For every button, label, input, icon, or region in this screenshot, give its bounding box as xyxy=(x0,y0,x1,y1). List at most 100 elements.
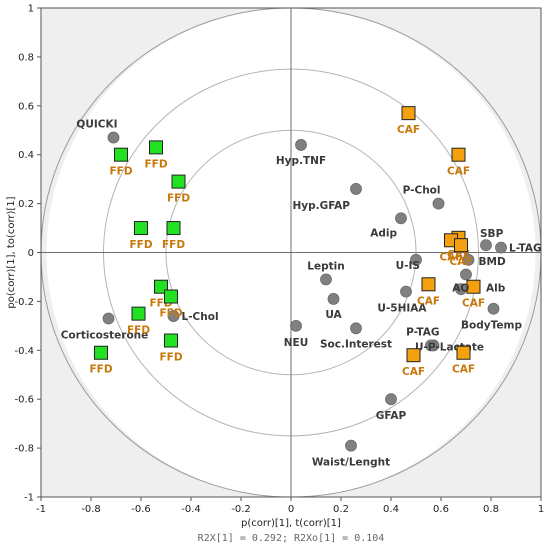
variable-point[interactable] xyxy=(462,253,475,266)
variable-point[interactable] xyxy=(425,339,437,352)
variable-point[interactable] xyxy=(290,319,302,332)
observation-point[interactable] xyxy=(451,147,466,162)
variable-label: L-TAG xyxy=(509,243,542,255)
x-tick-label: 0.4 xyxy=(383,504,399,515)
y-tick-label: 1 xyxy=(28,4,34,15)
x-tick-label: 0.2 xyxy=(333,504,349,515)
observation-point[interactable] xyxy=(456,345,471,360)
observation-label: FFD xyxy=(159,308,182,320)
variable-label: Leptin xyxy=(307,260,344,272)
observation-label: CAF xyxy=(449,256,472,268)
observation-point[interactable] xyxy=(94,345,108,360)
observation-label: CAF xyxy=(397,124,420,136)
observation-point[interactable] xyxy=(406,348,421,363)
y-tick-label: 0 xyxy=(28,248,34,259)
observation-label: FFD xyxy=(89,364,112,376)
variable-label: U-5HIAA xyxy=(377,303,427,315)
observation-point[interactable] xyxy=(164,289,178,304)
observation-point[interactable] xyxy=(164,333,178,348)
y-tick-label: -0.2 xyxy=(14,297,34,308)
variable-point[interactable] xyxy=(395,212,407,225)
observation-point[interactable] xyxy=(466,279,481,294)
y-axis-title: po(corr)[1], to(corr)[1] xyxy=(6,196,17,308)
footer-stats: R2X[1] = 0.292; R2Xo[1] = 0.104 xyxy=(198,533,385,544)
variable-label: GFAP xyxy=(376,410,407,422)
observation-point[interactable] xyxy=(134,221,148,236)
y-tick-label: 0.8 xyxy=(18,52,34,63)
variable-point[interactable] xyxy=(327,293,340,305)
observation-point[interactable] xyxy=(171,174,186,189)
x-tick-label: -0.2 xyxy=(231,504,251,515)
y-tick-label: 0.6 xyxy=(18,101,34,112)
variable-point[interactable] xyxy=(320,273,332,286)
variable-point[interactable] xyxy=(400,285,412,298)
observation-point[interactable] xyxy=(454,238,468,253)
observation-label: FFD xyxy=(144,158,167,170)
variable-label: SBP xyxy=(480,228,504,240)
x-tick-label: -0.8 xyxy=(81,504,101,515)
variable-label: U-P-Lactate xyxy=(415,341,484,353)
variable-point[interactable] xyxy=(350,322,362,335)
variable-point[interactable] xyxy=(102,312,115,325)
observation-label: FFD xyxy=(159,352,182,364)
variable-point[interactable] xyxy=(495,241,507,254)
variable-label: QUICKI xyxy=(76,119,117,131)
variable-label: Hyp.TNF xyxy=(276,155,326,167)
observation-label: CAF xyxy=(447,166,470,178)
observation-point[interactable] xyxy=(131,306,146,321)
variable-point[interactable] xyxy=(487,302,500,315)
observation-label: CAF xyxy=(402,366,425,378)
variable-point[interactable] xyxy=(107,131,120,144)
variable-label: L-Chol xyxy=(182,311,219,323)
y-tick-label: -1 xyxy=(24,493,34,504)
x-tick-label: -0.6 xyxy=(131,504,151,515)
observation-label: CAF xyxy=(462,298,485,310)
variable-label: NEU xyxy=(284,337,309,349)
y-tick-label: -0.6 xyxy=(14,395,34,406)
variable-point[interactable] xyxy=(295,139,307,151)
variable-point[interactable] xyxy=(410,253,422,266)
observation-label: FFD xyxy=(167,193,190,205)
variable-point[interactable] xyxy=(345,439,357,452)
variable-point[interactable] xyxy=(432,197,445,210)
variable-point[interactable] xyxy=(167,310,180,322)
variable-label: BMD xyxy=(479,256,506,268)
observation-point[interactable] xyxy=(114,147,128,162)
observation-point[interactable] xyxy=(149,140,163,155)
x-tick-label: 0.6 xyxy=(433,504,449,515)
y-tick-label: 0.2 xyxy=(18,199,34,210)
y-tick-label: 0.4 xyxy=(18,150,34,161)
variable-label: UA xyxy=(325,309,342,321)
variable-point[interactable] xyxy=(460,268,472,281)
variable-point[interactable] xyxy=(350,183,362,195)
x-axis-title: p(corr)[1], t(corr)[1] xyxy=(241,518,341,529)
x-tick-label: 0 xyxy=(288,504,294,515)
observation-point[interactable] xyxy=(401,106,416,121)
variable-label: U-IS xyxy=(396,260,420,272)
observation-label: FFD xyxy=(109,166,132,178)
variable-label: AO xyxy=(452,283,469,295)
variable-point[interactable] xyxy=(385,393,397,406)
x-tick-label: 1 xyxy=(538,504,544,515)
y-axis-ticks: 1 0.8 0.6 0.4 0.2 0 -0.2 -0.4 -0.6 -0.8 -1 xyxy=(14,4,41,504)
variable-label: Hyp.GFAP xyxy=(292,200,350,212)
observation-point[interactable] xyxy=(421,277,436,292)
variable-label: BodyTemp xyxy=(461,320,522,332)
y-tick-label: -0.8 xyxy=(14,444,34,455)
variable-label: Waist/Lenght xyxy=(312,457,390,469)
observation-label: CAF xyxy=(417,295,440,307)
observation-label: FFD xyxy=(129,239,152,251)
observation-label: FFD xyxy=(162,239,185,251)
variable-label: P-TAG xyxy=(406,326,439,338)
variable-label: Adip xyxy=(370,227,397,239)
variable-label: P-Chol xyxy=(403,185,441,197)
variable-point[interactable] xyxy=(480,239,492,252)
observation-point[interactable] xyxy=(166,221,181,236)
variable-label: Alb xyxy=(486,283,506,295)
x-tick-label: 0.8 xyxy=(483,504,499,515)
observation-label: FFD xyxy=(127,325,150,337)
